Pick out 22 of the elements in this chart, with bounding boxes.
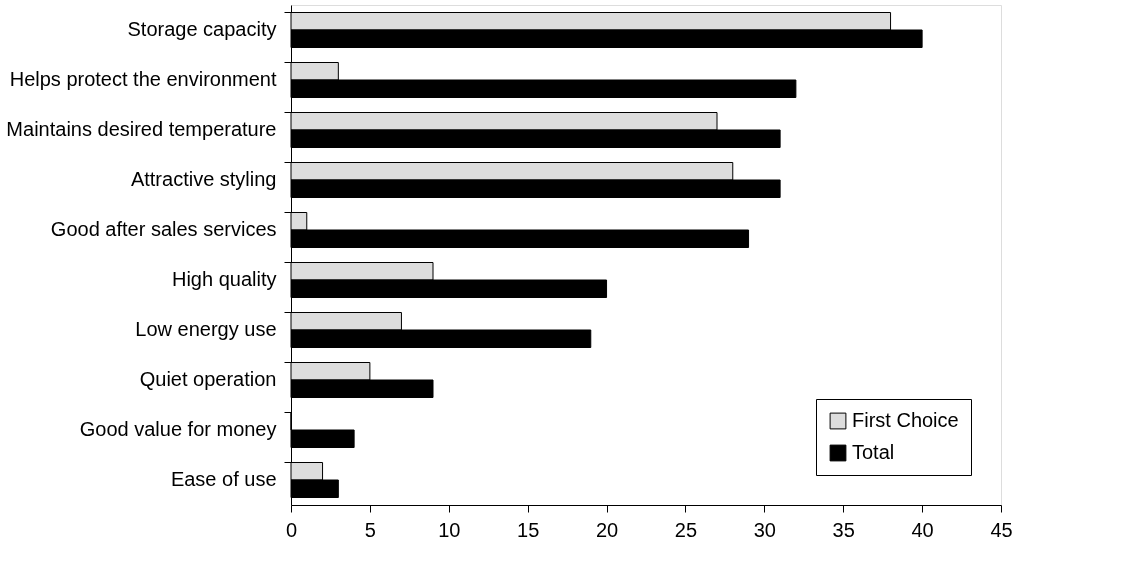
x-tick-label: 40 xyxy=(911,518,934,541)
x-tick-label: 15 xyxy=(517,518,540,541)
y-tick-label: Low energy use xyxy=(135,318,277,340)
x-tick-label: 35 xyxy=(832,518,855,541)
y-tick-label: Helps protect the environment xyxy=(9,68,277,90)
x-tick-label: 20 xyxy=(595,518,619,541)
x-tick-label: 0 xyxy=(285,518,298,541)
y-tick-label: Ease of use xyxy=(170,468,277,490)
x-tick-label: 45 xyxy=(990,518,1013,541)
y-tick-label: High quality xyxy=(171,268,277,290)
x-tick-label: 30 xyxy=(753,518,776,541)
legend-label: Total xyxy=(852,441,895,463)
y-tick-label: Quiet operation xyxy=(139,368,277,390)
y-tick-label: Attractive styling xyxy=(130,168,277,190)
x-tick-label: 10 xyxy=(438,518,461,541)
legend-label: First Choice xyxy=(852,409,959,431)
y-tick-label: Good value for money xyxy=(79,418,277,440)
x-tick-label: 25 xyxy=(674,518,698,541)
x-tick-label: 5 xyxy=(364,518,376,541)
y-tick-label: Maintains desired temperature xyxy=(6,118,277,140)
y-tick-label: Good after sales services xyxy=(50,218,277,240)
y-tick-label: Storage capacity xyxy=(127,18,277,40)
